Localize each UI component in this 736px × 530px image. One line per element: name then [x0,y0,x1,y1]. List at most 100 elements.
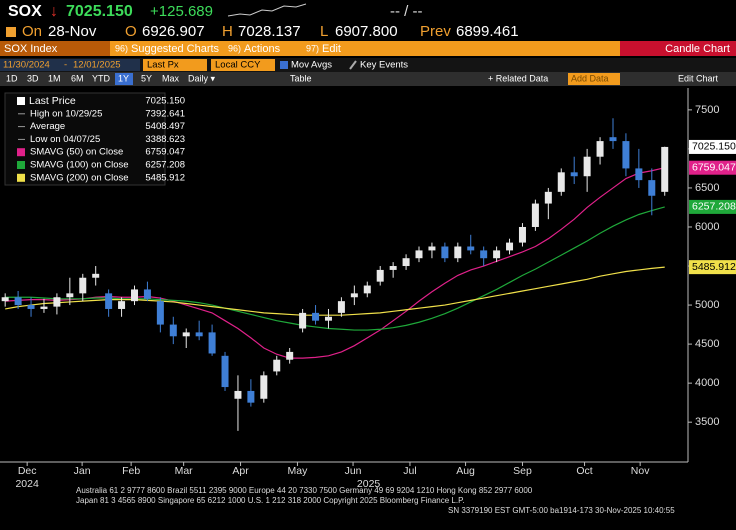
toolbar [0,41,736,56]
candle-body [247,390,255,403]
x-tick-label: Feb [122,465,140,477]
candle-body [324,316,332,321]
legend-label: Last Price [29,95,76,107]
menu-item[interactable]: Suggested Charts [131,43,220,55]
currency: Local CCY [215,60,261,71]
date-range-box[interactable] [0,59,140,71]
candle-body [518,226,526,243]
quote-value: 7028.137 [238,23,301,40]
quote-value: 6907.800 [335,23,398,40]
menu-item[interactable]: Actions [244,43,281,55]
legend-label: SMAVG (50) on Close [30,147,123,158]
period-button[interactable]: 3D [27,73,39,83]
legend-swatch [17,173,25,182]
y-tick-label: 3500 [695,416,719,428]
candle-body [92,273,100,278]
candle-body [389,266,397,270]
legend-label: Average [30,121,65,132]
candle-body [286,351,294,360]
legend-value: 3388.623 [145,134,185,145]
candle-body [66,293,74,298]
currency-box[interactable] [211,59,275,71]
x-tick-label: Aug [456,465,475,477]
candle-body [557,172,565,192]
edit-chart[interactable]: Edit Chart [678,73,719,83]
quote-label: L [320,23,328,40]
candle-body [299,312,307,329]
y-tick-label: 6500 [695,182,719,194]
period-button[interactable]: Max [162,73,180,83]
add-data: Add Data [571,73,609,83]
quote-value: 6899.461 [456,23,519,40]
period-button[interactable]: YTD [92,73,111,83]
x-tick-label: Dec [18,465,37,477]
candle-body [40,306,48,309]
period-button[interactable]: 6M [71,73,84,83]
menu-number: 96) [228,43,241,53]
candle-body [661,146,669,192]
ticker: SOX [8,3,42,20]
candle-body [221,355,229,388]
field-box[interactable] [143,59,207,71]
candle-body [441,246,449,259]
period-button[interactable]: 1M [48,73,61,83]
related-data[interactable]: + Related Data [488,73,548,83]
period-button[interactable]: 1Y [118,73,129,83]
period-button[interactable]: 5Y [141,73,152,83]
candle-body [312,312,320,321]
candle-body [273,359,281,372]
start-date: 11/30/2024 [3,60,50,71]
candle-body [648,180,656,196]
studies: Mov Avgs [291,60,332,71]
quote-label: H [222,23,233,40]
moving-average-line [5,266,665,316]
x-tick-label: May [288,465,309,477]
candle-body [156,301,164,325]
quote-label: Prev [420,23,451,40]
add-data-box[interactable] [568,73,620,85]
candle-body [596,141,604,157]
studies-checkbox[interactable] [280,61,288,69]
candle-body [402,258,410,267]
legend-value: 5408.497 [145,121,185,132]
period-bar [0,72,736,86]
moving-average-line [5,206,665,331]
candle-body [506,242,514,251]
frequency[interactable]: Daily ▾ [188,73,216,83]
period-selected [115,73,133,85]
legend-value: 6759.047 [145,147,185,158]
date-separator: - [64,60,67,71]
quote-label: On [22,23,42,40]
candle-body [415,250,423,259]
x-tick-label: Mar [175,465,194,477]
x-tick-label: Jun [345,465,362,477]
legend-value: 7025.150 [145,96,185,107]
legend: Last Price 7025.150 High on 10/29/25 7392.6… [4,92,185,186]
candle-body [583,156,591,177]
quote-value: 28-Nov [48,23,97,40]
candle-body [350,293,358,298]
events[interactable]: Key Events [360,60,408,71]
y-tick-label: 4500 [695,338,719,350]
candle-body [363,285,371,294]
candle-body [454,246,462,259]
table-button[interactable]: Table [290,73,312,83]
candle-body [480,250,488,259]
price-tag: 6257.208 [692,201,736,213]
price-tag: 6759.047 [692,161,736,173]
legend-swatch [17,97,25,105]
candle-body [493,250,501,259]
y-tick-label: 6000 [695,221,719,233]
chart-name: Candle Chart [665,43,730,55]
legend-value: 6257.208 [145,160,185,171]
candle-body [27,305,35,309]
year-label: 2025 [357,478,381,490]
quote-icon [6,27,16,37]
candle-body [143,289,151,299]
menu-item[interactable]: Edit [322,43,341,55]
security-box[interactable] [0,41,110,56]
legend-label: SMAVG (200) on Close [30,172,129,183]
period-button[interactable]: 1D [6,73,18,83]
